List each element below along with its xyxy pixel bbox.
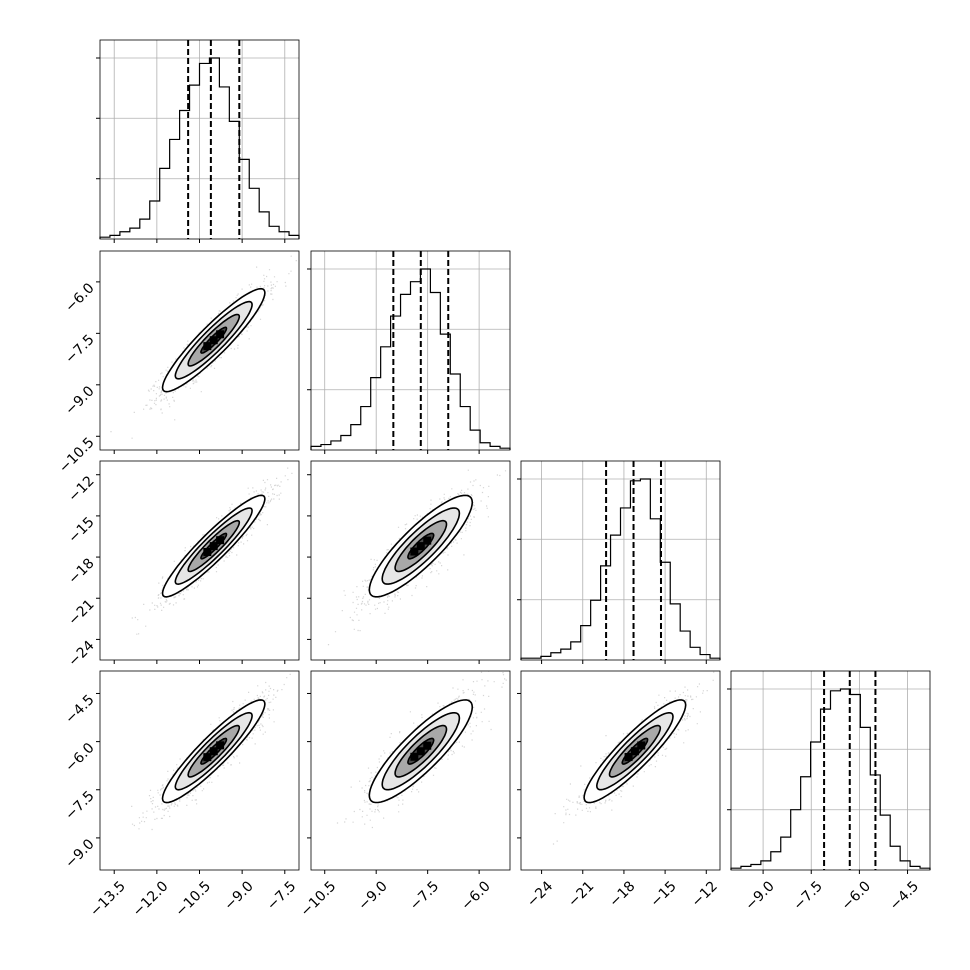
scatter-panel-2-0: [99, 460, 300, 661]
density-contour: [407, 737, 435, 765]
scatter-panel-3-0: [99, 670, 300, 871]
x-tick-label: −18: [606, 878, 638, 910]
histogram-panel-1: [307, 250, 511, 451]
density-peak: [423, 536, 432, 545]
density-peak: [203, 753, 212, 762]
panel-frame: [310, 670, 511, 871]
y-tick-label: −12: [65, 473, 97, 505]
density-contour: [621, 737, 649, 765]
density-peak: [203, 547, 212, 556]
histogram-panel-2: [517, 460, 721, 661]
density-peak: [637, 741, 646, 750]
density-peak: [216, 330, 225, 339]
panel-frame: [310, 460, 511, 661]
x-tick-label: −7.5: [407, 878, 442, 913]
x-tick-label: −7.5: [790, 878, 825, 913]
density-contour: [174, 711, 253, 791]
density-contour: [368, 494, 474, 598]
density-contour: [200, 737, 228, 765]
x-tick-label: −7.5: [264, 878, 299, 913]
density-contour: [394, 519, 448, 573]
histogram-step: [99, 57, 300, 239]
density-contour: [161, 494, 266, 598]
density-peak: [630, 747, 639, 756]
y-tick-label: −9.0: [62, 383, 97, 418]
x-tick-label: −10.5: [298, 878, 340, 920]
density-contour: [161, 287, 266, 393]
density-peak: [423, 741, 432, 750]
density-contour: [200, 532, 228, 560]
y-tick-label: −24: [65, 638, 97, 670]
y-tick-label: −9.0: [62, 836, 97, 871]
density-peak: [410, 547, 419, 556]
density-peak: [216, 536, 225, 545]
y-tick-label: −7.5: [62, 332, 97, 367]
x-tick-label: −12: [689, 878, 721, 910]
density-contour: [174, 507, 253, 586]
histogram-panel-0: [96, 39, 300, 240]
y-tick-label: −21: [65, 597, 97, 629]
histogram-step: [520, 478, 721, 660]
panel-frame: [310, 250, 511, 451]
density-contour: [200, 326, 228, 354]
density-peak: [416, 747, 425, 756]
x-tick-label: −21: [565, 878, 597, 910]
x-tick-label: −9.0: [742, 878, 777, 913]
y-tick-label: −10.5: [56, 435, 98, 477]
scatter-panel-3-1: [310, 670, 511, 871]
panel-frame: [730, 670, 931, 871]
density-contour: [394, 724, 448, 778]
y-tick-label: −15: [65, 514, 97, 546]
y-tick-label: −4.5: [62, 692, 97, 727]
density-contour: [174, 300, 253, 380]
density-contour: [407, 532, 435, 560]
histogram-panel-3: [727, 670, 931, 871]
density-peak: [216, 741, 225, 750]
x-tick-label: −10.5: [172, 878, 214, 920]
density-contour: [187, 313, 241, 367]
y-tick-label: −7.5: [62, 788, 97, 823]
y-tick-label: −18: [65, 555, 97, 587]
density-peak: [203, 342, 212, 351]
density-peak: [410, 752, 419, 761]
density-peak: [416, 542, 425, 551]
density-contour: [187, 724, 241, 778]
density-peak: [209, 336, 218, 345]
x-tick-label: −12.0: [130, 878, 172, 920]
y-tick-label: −6.0: [62, 280, 97, 315]
density-contour: [368, 699, 474, 804]
scatter-panel-1-0: [99, 250, 300, 451]
x-tick-label: −15: [648, 878, 680, 910]
density-contour: [583, 699, 687, 804]
density-contour: [381, 712, 461, 791]
density-contour: [187, 519, 241, 573]
x-tick-label: −24: [524, 878, 556, 910]
density-contour: [595, 712, 674, 791]
panel-frame: [520, 460, 721, 661]
y-tick-label: −6.0: [62, 740, 97, 775]
x-tick-label: −4.5: [887, 878, 922, 913]
x-tick-label: −9.0: [355, 878, 390, 913]
density-peak: [624, 753, 633, 762]
density-peak: [209, 747, 218, 756]
x-tick-label: −6.0: [458, 878, 493, 913]
density-contour: [381, 507, 461, 585]
density-peak: [209, 542, 218, 551]
panel-frame: [520, 670, 721, 871]
density-contour: [161, 699, 266, 804]
x-tick-label: −9.0: [221, 878, 256, 913]
scatter-panel-2-1: [310, 460, 511, 661]
scatter-panel-3-2: [520, 670, 721, 871]
x-tick-label: −13.5: [87, 878, 129, 920]
density-contour: [608, 724, 662, 778]
histogram-step: [310, 268, 511, 450]
histogram-step: [730, 688, 931, 870]
x-tick-label: −6.0: [839, 878, 874, 913]
